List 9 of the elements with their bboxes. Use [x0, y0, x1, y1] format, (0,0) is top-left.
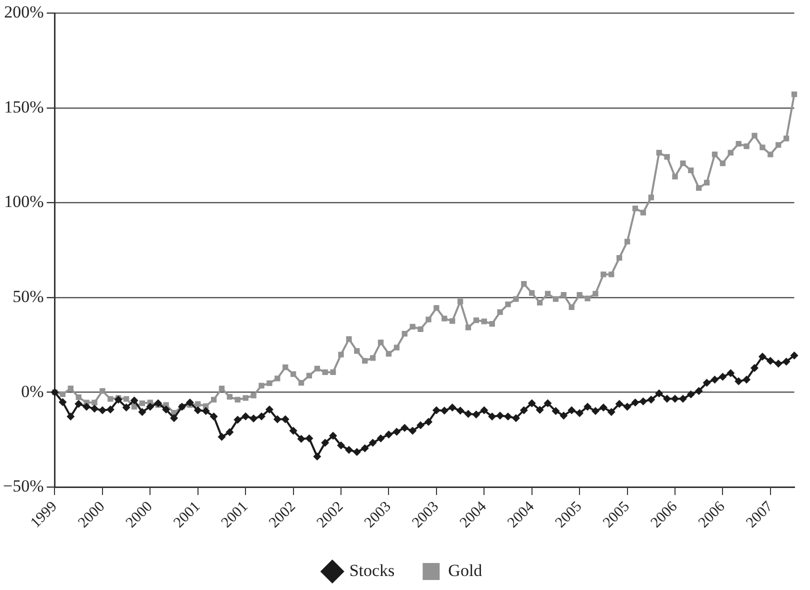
x-tick-label: 1999: [28, 498, 60, 532]
y-tick-label: 50%: [12, 286, 44, 306]
legend-label: Stocks: [349, 560, 395, 580]
legend-label: Gold: [448, 560, 483, 580]
y-tick-label: 100%: [4, 192, 44, 212]
y-tick-label: 0%: [21, 382, 44, 401]
y-tick-label: 200%: [4, 2, 44, 22]
y-tick-label: −50%: [3, 476, 44, 496]
y-tick-label: 150%: [4, 97, 44, 116]
